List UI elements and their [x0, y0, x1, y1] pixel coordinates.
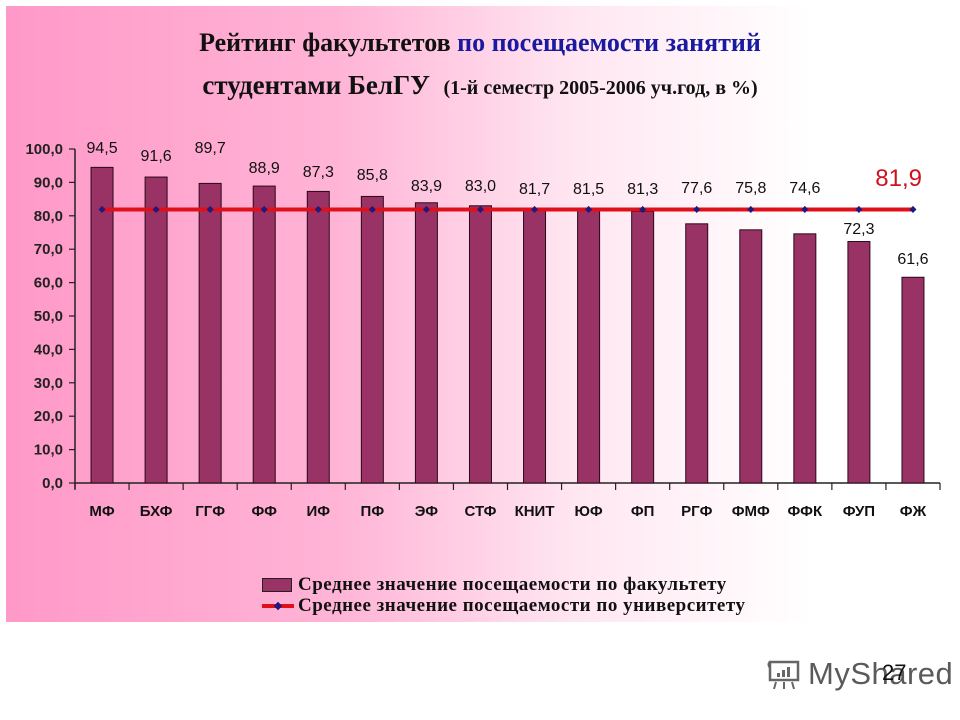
bar-value-label: 83,0 — [465, 178, 496, 195]
x-category-label: КНИТ — [515, 503, 555, 520]
bar-value-label: 81,3 — [627, 181, 658, 198]
x-category-label: БХФ — [140, 503, 173, 520]
bar — [198, 182, 222, 484]
title-blue-part: по посещаемости занятий — [457, 28, 761, 57]
bar — [90, 166, 114, 484]
y-tick-label: 70,0 — [34, 241, 63, 258]
bar — [739, 229, 763, 484]
bar-value-label: 94,5 — [86, 140, 117, 157]
average-marker — [909, 205, 917, 213]
x-category-label: МФ — [89, 503, 114, 520]
presentation-board-icon — [767, 660, 800, 690]
x-category-label: ПФ — [361, 503, 385, 520]
bar — [793, 233, 817, 484]
legend-item-university: Среднее значение посещаемости по универс… — [262, 595, 745, 616]
x-category-label: ФУП — [843, 503, 875, 520]
x-category-label: ГГФ — [195, 503, 225, 520]
bar-value-label: 81,5 — [573, 181, 604, 198]
bar — [414, 202, 438, 484]
y-tick-label: 100,0 — [25, 141, 63, 158]
bar-value-label: 77,6 — [681, 180, 712, 197]
x-category-label: ЭФ — [415, 503, 438, 520]
legend-bar-swatch — [262, 577, 292, 592]
bar — [901, 276, 925, 484]
average-marker — [801, 205, 809, 213]
x-category-label: ФФ — [252, 503, 278, 520]
y-tick-label: 10,0 — [34, 442, 63, 459]
bar — [360, 195, 384, 484]
chart-title-line2: студентами БелГУ (1-й семестр 2005-2006 … — [0, 70, 960, 101]
average-marker — [314, 205, 322, 213]
bar — [252, 185, 276, 484]
bar-value-label: 89,7 — [195, 140, 226, 157]
y-tick-label: 20,0 — [34, 408, 63, 425]
average-marker — [368, 205, 376, 213]
average-marker — [260, 205, 268, 213]
average-marker — [693, 205, 701, 213]
bar-value-label: 61,6 — [897, 251, 928, 268]
title-sub-part: (1-й семестр 2005-2006 уч.год, в %) — [443, 77, 758, 99]
legend-line-swatch — [262, 599, 294, 613]
y-tick-label: 60,0 — [34, 275, 63, 292]
x-category-label: РГФ — [681, 503, 713, 520]
x-category-label: ФФК — [788, 503, 823, 520]
bar — [847, 241, 871, 484]
average-marker — [152, 205, 160, 213]
bar — [306, 190, 330, 484]
bar-value-label: 72,3 — [843, 221, 874, 238]
bar — [523, 209, 547, 484]
bar — [144, 176, 168, 484]
title-black-part: Рейтинг факультетов — [199, 28, 451, 57]
legend-label-university: Среднее значение посещаемости по универс… — [298, 594, 746, 616]
y-tick-label: 80,0 — [34, 208, 63, 225]
average-marker — [530, 205, 539, 213]
bar-value-label: 88,9 — [249, 160, 280, 177]
average-marker — [98, 205, 106, 213]
x-category-label: СТФ — [465, 503, 497, 520]
x-category-label: ЮФ — [574, 503, 602, 520]
bar — [685, 223, 709, 484]
chart-title-line1: Рейтинг факультетов по посещаемости заня… — [0, 28, 960, 58]
watermark: MyShared — [766, 656, 953, 692]
bar-value-label: 87,3 — [303, 164, 334, 181]
y-tick-label: 40,0 — [34, 341, 63, 358]
average-marker — [476, 205, 485, 213]
y-tick-label: 30,0 — [34, 375, 63, 392]
bar-value-label: 83,9 — [411, 178, 442, 195]
average-value-label: 81,9 — [875, 165, 922, 192]
bar-value-label: 74,6 — [789, 180, 820, 197]
page-number: 27 — [882, 660, 907, 685]
bar — [631, 210, 655, 484]
average-marker — [206, 205, 214, 213]
chart-legend: Среднее значение посещаемости по факульт… — [262, 574, 745, 616]
watermark-text: MyShared — [808, 656, 954, 691]
bar-value-label: 85,8 — [357, 167, 388, 184]
y-tick-label: 90,0 — [34, 174, 63, 191]
y-tick-label: 50,0 — [34, 308, 63, 325]
bar-value-label: 81,7 — [519, 181, 550, 198]
average-marker — [639, 205, 647, 213]
bar — [577, 210, 601, 484]
x-category-label: ФП — [631, 503, 655, 520]
bar-value-label: 75,8 — [735, 180, 766, 197]
average-marker — [855, 205, 863, 213]
average-marker — [422, 205, 430, 213]
legend-item-faculty: Среднее значение посещаемости по факульт… — [262, 574, 745, 595]
x-category-label: ФМФ — [732, 503, 770, 520]
y-tick-label: 0,0 — [42, 475, 63, 492]
bar — [468, 205, 492, 484]
bar-value-label: 91,6 — [141, 148, 172, 165]
average-marker — [747, 205, 755, 213]
title-main-part: студентами БелГУ — [202, 70, 430, 100]
average-marker — [585, 205, 593, 213]
legend-label-faculty: Среднее значение посещаемости по факульт… — [298, 573, 727, 595]
x-category-label: ФЖ — [900, 503, 927, 520]
bar-chart: 0,0 10,0 20,0 30,0 40,0 50,0 60,0 70,0 80,0 90,0 1… — [25, 140, 941, 520]
x-category-label: ИФ — [306, 503, 330, 520]
